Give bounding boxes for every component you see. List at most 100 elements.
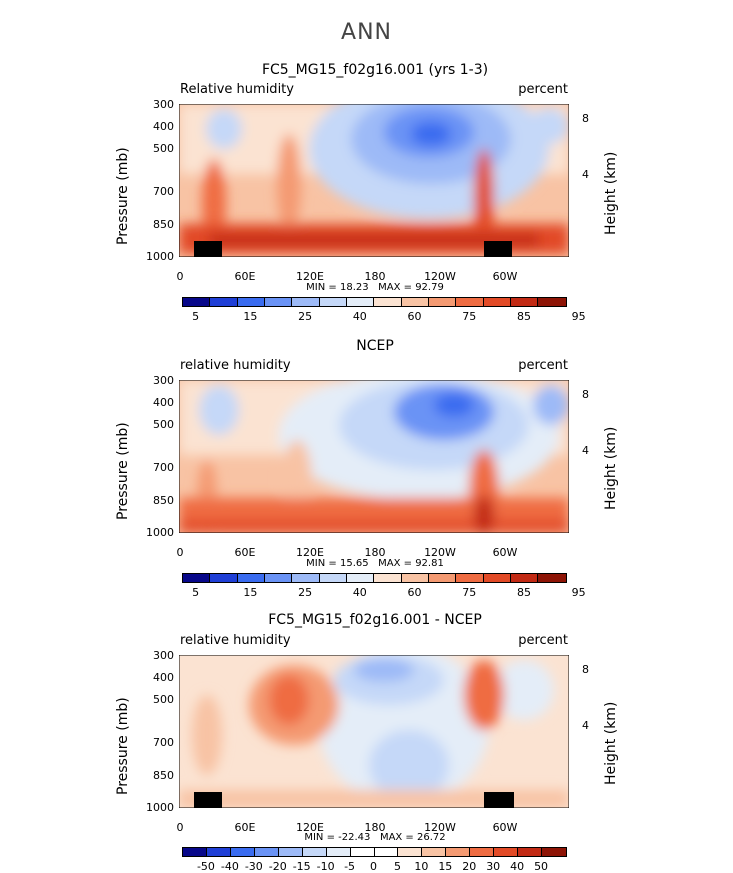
right-header: percent	[518, 358, 568, 373]
y-axis-label-right: Height (km)	[603, 426, 619, 510]
colorbar-label: 5	[393, 860, 401, 873]
colorbar-swatch	[292, 298, 320, 306]
colorbar-swatch	[183, 298, 211, 306]
colorbar-swatch	[237, 298, 266, 306]
y-axis-label: Pressure (mb)	[115, 697, 131, 795]
min-max-text: MIN = 18.23 MAX = 92.79	[306, 282, 444, 293]
y-tick: 400	[153, 671, 174, 684]
x-tick: 120W	[424, 546, 456, 559]
field-positive-3	[192, 695, 222, 775]
colorbar-swatch	[401, 574, 430, 582]
colorbar-label: -30	[244, 860, 263, 873]
y-tick: 700	[153, 736, 174, 749]
x-tick: 60W	[492, 546, 518, 559]
field-dry-west	[199, 385, 239, 435]
x-tick: 180	[364, 821, 386, 834]
colorbar-label: 25	[298, 310, 313, 323]
field-dry-west	[206, 109, 242, 149]
colorbar-label: 60	[407, 310, 422, 323]
x-tick: 120E	[296, 270, 324, 283]
y-tick-right: 8	[582, 112, 589, 125]
x-tick: 60W	[492, 821, 518, 834]
min-max-text: MIN = 15.65 MAX = 92.81	[306, 558, 444, 569]
y-tick-right: 4	[582, 444, 589, 457]
colorbar-swatch	[518, 848, 543, 856]
colorbar-swatch	[254, 848, 279, 856]
colorbar-swatch	[401, 298, 430, 306]
colorbar-swatch	[265, 574, 293, 582]
x-tick: 0	[176, 270, 184, 283]
y-tick-right: 4	[582, 719, 589, 732]
colorbar-label: 85	[516, 586, 531, 599]
colorbar-label: 15	[243, 586, 258, 599]
y-tick: 400	[153, 120, 174, 133]
colorbar-swatch	[470, 848, 495, 856]
colorbar-swatch	[429, 574, 457, 582]
colorbar-label: -40	[220, 860, 239, 873]
colorbar-swatch	[456, 574, 484, 582]
panel-title: NCEP	[356, 338, 394, 354]
x-tick: 60E	[234, 821, 256, 834]
field-boundary-core	[209, 234, 539, 246]
field-negative-inner	[354, 658, 414, 682]
colorbar-swatch	[494, 848, 519, 856]
colorbar-swatch	[319, 298, 348, 306]
left-header: relative humidity	[180, 633, 291, 648]
field-boundary-max	[474, 495, 494, 533]
y-tick: 400	[153, 396, 174, 409]
left-header: Relative humidity	[180, 82, 294, 97]
heatmap-plot	[179, 380, 569, 533]
left-header: relative humidity	[180, 358, 291, 373]
colorbar-swatch	[347, 298, 375, 306]
y-axis-label-right: Height (km)	[603, 701, 619, 785]
colorbar-label: 40	[352, 310, 367, 323]
y-tick: 1000	[146, 250, 174, 263]
colorbar-label: 60	[407, 586, 422, 599]
colorbar-label: 20	[462, 860, 477, 873]
field-positive-2	[464, 660, 504, 730]
colorbar-swatch	[483, 574, 512, 582]
colorbar-swatch	[374, 574, 402, 582]
colorbar-label: -50	[196, 860, 215, 873]
colorbar-swatch	[511, 298, 539, 306]
y-axis-label: Pressure (mb)	[115, 422, 131, 520]
x-tick: 120E	[296, 821, 324, 834]
field-positive-1-core	[269, 675, 309, 725]
heatmap-plot	[179, 104, 569, 257]
colorbar-label: 25	[298, 586, 313, 599]
right-header: percent	[518, 633, 568, 648]
colorbar-label: 15	[438, 860, 453, 873]
y-tick: 1000	[146, 801, 174, 814]
colorbar-label: 40	[510, 860, 525, 873]
colorbar-label: 95	[571, 586, 586, 599]
colorbar-swatch	[374, 298, 402, 306]
colorbar-label: -5	[344, 860, 356, 873]
colorbar-swatch	[429, 298, 457, 306]
colorbar-swatch	[210, 298, 238, 306]
x-tick: 120E	[296, 546, 324, 559]
y-tick: 700	[153, 185, 174, 198]
panel-title: FC5_MG15_f02g16.001 - NCEP	[268, 612, 482, 628]
colorbar-swatch	[511, 574, 539, 582]
field-dry-east	[533, 385, 569, 425]
colorbar-label: 15	[243, 310, 258, 323]
field-boundary-layer	[179, 790, 569, 808]
y-axis-label: Pressure (mb)	[115, 147, 131, 245]
figure-title: ANN	[341, 20, 392, 45]
land-mask	[194, 792, 222, 808]
colorbar-swatch	[456, 298, 484, 306]
x-tick: 180	[364, 546, 386, 559]
colorbar-swatch	[265, 298, 293, 306]
colorbar-swatch	[446, 848, 471, 856]
min-max-text: MIN = -22.43 MAX = 26.72	[304, 832, 446, 843]
x-tick: 120W	[424, 270, 456, 283]
y-tick-right: 4	[582, 168, 589, 181]
colorbar-label: 30	[486, 860, 501, 873]
colorbar-swatch	[374, 848, 399, 856]
colorbar-swatch	[237, 574, 266, 582]
y-axis-label-right: Height (km)	[603, 151, 619, 235]
x-tick: 180	[364, 270, 386, 283]
colorbar-label: 5	[192, 586, 200, 599]
right-header: percent	[518, 82, 568, 97]
colorbar-label: 10	[414, 860, 429, 873]
